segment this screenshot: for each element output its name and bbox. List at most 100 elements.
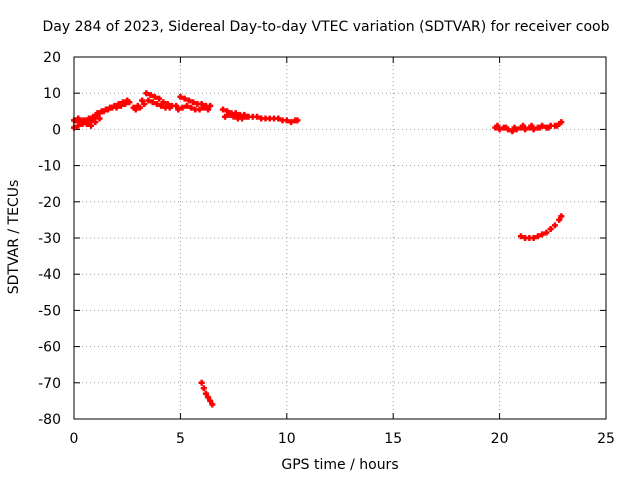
data-point <box>226 111 233 118</box>
data-point <box>177 93 184 100</box>
x-tick-label: 20 <box>491 431 509 447</box>
data-point <box>96 115 103 122</box>
data-point <box>232 110 239 117</box>
data-point <box>198 379 205 386</box>
y-tick-label: -40 <box>38 267 61 283</box>
data-point <box>207 102 214 109</box>
data-point <box>185 97 192 104</box>
data-point <box>511 124 518 131</box>
data-point <box>502 124 509 131</box>
data-point <box>188 104 195 111</box>
data-point <box>79 117 86 124</box>
y-tick-label: 0 <box>52 122 61 138</box>
data-point <box>509 128 516 135</box>
data-point <box>205 394 212 401</box>
tick-label-layer: 0 5 10 15 20 25 20 10 0 -10 -20 -30 -40 -50 -60 -70 -80 <box>38 50 615 447</box>
data-point <box>115 101 122 108</box>
data-point <box>164 101 171 108</box>
data-point <box>94 110 101 117</box>
data-point <box>200 104 207 111</box>
data-point <box>153 101 160 108</box>
data-point <box>205 106 212 113</box>
data-point <box>85 115 92 122</box>
data-point <box>200 385 207 392</box>
data-point <box>556 216 563 223</box>
data-point <box>92 119 99 126</box>
plot-frame <box>73 56 607 420</box>
y-tick-label: -70 <box>38 376 61 392</box>
data-point <box>83 120 90 127</box>
data-point <box>90 113 97 120</box>
data-point <box>160 99 167 106</box>
data-point <box>132 106 139 113</box>
data-point <box>145 97 152 104</box>
data-point <box>539 231 546 238</box>
data-point <box>230 113 237 120</box>
data-point <box>151 93 158 100</box>
y-axis-label: SDTVAR / TECUs <box>6 179 22 295</box>
data-point <box>520 122 527 129</box>
y-tick-label: 10 <box>43 86 61 102</box>
data-point <box>207 397 214 404</box>
data-point <box>275 115 282 122</box>
data-point <box>530 126 537 133</box>
point-layer <box>71 90 565 408</box>
x-tick-label: 25 <box>597 431 615 447</box>
data-point <box>283 117 290 124</box>
data-point <box>181 95 188 102</box>
data-point <box>288 119 295 126</box>
data-point <box>179 104 186 111</box>
y-tick-label: -50 <box>38 303 61 319</box>
data-point <box>219 106 226 113</box>
data-point <box>147 92 154 99</box>
data-point <box>517 233 524 240</box>
data-point <box>124 97 131 104</box>
data-point <box>88 122 95 129</box>
data-point <box>522 126 529 133</box>
data-point <box>75 122 82 129</box>
y-tick-label: -30 <box>38 231 61 247</box>
data-point <box>102 106 109 113</box>
x-tick-label: 0 <box>70 431 79 447</box>
data-point <box>136 104 143 111</box>
data-point <box>239 115 246 122</box>
x-tick-label: 5 <box>176 431 185 447</box>
data-point <box>198 101 205 108</box>
data-point <box>158 102 165 109</box>
data-point <box>537 124 544 131</box>
data-point <box>141 101 148 108</box>
y-tick-label: -60 <box>38 340 61 356</box>
data-point <box>547 225 554 232</box>
data-point <box>496 126 503 133</box>
x-axis-label: GPS time / hours <box>281 457 399 473</box>
data-point <box>75 115 82 122</box>
data-point <box>545 124 552 131</box>
data-point <box>543 229 550 236</box>
data-point <box>294 117 301 124</box>
data-point <box>190 99 197 106</box>
data-point <box>98 108 105 115</box>
data-point <box>173 102 180 109</box>
data-point <box>530 235 537 241</box>
data-point <box>196 106 203 113</box>
data-point <box>107 104 114 111</box>
data-point <box>224 108 231 115</box>
data-point <box>551 222 558 229</box>
y-tick-label: -80 <box>38 412 61 428</box>
y-tick-label: -20 <box>38 195 61 211</box>
x-tick-label: 10 <box>278 431 296 447</box>
data-point <box>528 122 535 129</box>
data-point <box>149 99 156 106</box>
data-point <box>156 95 163 102</box>
chart-title: Day 284 of 2023, Sidereal Day-to-day VTE… <box>42 19 610 35</box>
data-point <box>139 97 146 104</box>
y-tick-label: -10 <box>38 159 61 175</box>
data-point <box>183 102 190 109</box>
data-point <box>558 119 565 126</box>
data-point <box>111 102 118 109</box>
data-point <box>175 106 182 113</box>
data-point <box>166 104 173 111</box>
y-tick-label: 20 <box>43 50 61 66</box>
grid-layer <box>74 57 606 419</box>
